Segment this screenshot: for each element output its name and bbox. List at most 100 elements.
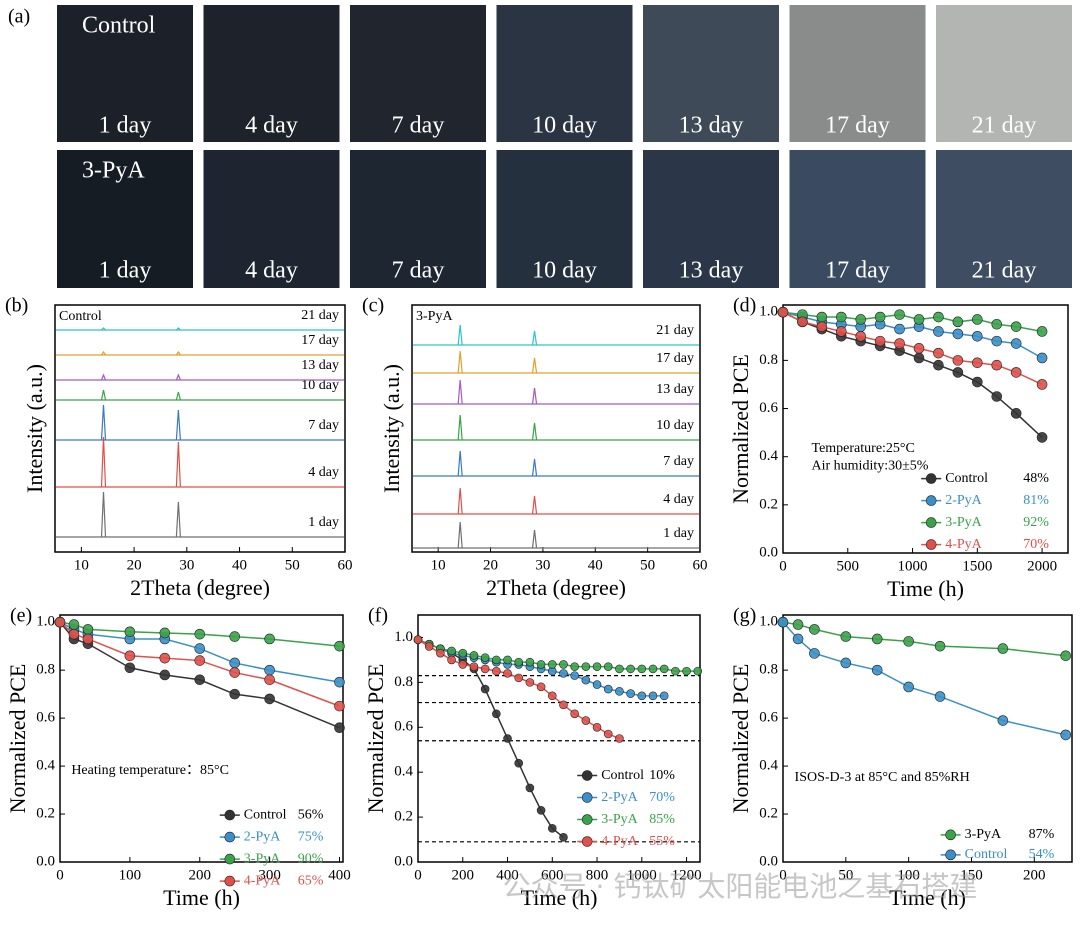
y-tick-label: 0.2 — [36, 805, 55, 821]
peak — [531, 495, 538, 515]
legend-name: 2-PyA — [945, 493, 982, 508]
peak — [531, 330, 538, 346]
legend-value: 56% — [298, 807, 324, 822]
data-point — [159, 669, 171, 681]
data-point — [1060, 729, 1072, 741]
data-point — [514, 758, 524, 768]
data-point — [933, 347, 944, 359]
x-tick-label: 0 — [779, 867, 787, 883]
peak — [175, 391, 181, 401]
peak — [100, 436, 107, 488]
y-tick-label: 1.0 — [36, 614, 55, 630]
data-point — [592, 662, 602, 671]
peak — [101, 350, 107, 356]
row-name: Control — [82, 13, 156, 39]
data-point — [809, 648, 820, 659]
tile-label: 1 day — [99, 113, 152, 139]
y-axis-label: Normalized PCE — [363, 664, 388, 814]
x-tick-label: 0 — [56, 867, 64, 883]
data-point — [547, 824, 557, 833]
data-point — [1036, 379, 1048, 390]
data-point — [659, 691, 669, 701]
data-point — [894, 323, 905, 335]
data-point — [334, 640, 345, 652]
data-point — [615, 734, 624, 743]
trace-label: 17 day — [301, 333, 339, 348]
photo-tile — [936, 150, 1072, 288]
tile-label: 10 day — [532, 113, 597, 139]
data-point — [525, 678, 535, 687]
data-point — [503, 669, 512, 678]
data-point — [913, 314, 925, 325]
data-point — [648, 691, 658, 701]
annotation: Heating temperature：85°C — [71, 763, 229, 778]
peak — [531, 529, 538, 549]
data-point — [615, 687, 624, 696]
x-tick-label: 50 — [838, 867, 853, 883]
data-point — [469, 651, 479, 660]
peak — [457, 324, 463, 346]
data-point — [1010, 338, 1022, 349]
data-point — [871, 633, 883, 645]
data-point — [933, 359, 944, 371]
data-point — [933, 311, 944, 323]
legend-name: 4-PyA — [601, 834, 638, 849]
peak — [175, 441, 181, 488]
trace-label: 7 day — [308, 418, 339, 433]
data-point — [659, 664, 669, 674]
data-point — [469, 662, 479, 671]
data-point — [54, 616, 66, 628]
data-point — [480, 684, 490, 694]
peak — [175, 501, 181, 538]
panel-label: (a) — [8, 6, 30, 28]
x-tick-label: 30 — [535, 557, 550, 573]
y-tick-label: 0.0 — [759, 544, 778, 560]
data-point — [792, 633, 804, 645]
annotation: ISOS-D-3 at 85°C and 85%RH — [795, 770, 970, 785]
x-tick-label: 10 — [74, 557, 89, 573]
tile-label: 1 day — [99, 258, 152, 284]
y-tick-label: 0.0 — [36, 853, 55, 869]
y-tick-label: 0.6 — [759, 400, 778, 416]
x-axis-label: Time (h) — [521, 885, 598, 910]
data-point — [492, 655, 501, 665]
x-tick-label: 200 — [1023, 867, 1046, 883]
data-point — [570, 671, 579, 680]
legend-value: 85% — [649, 812, 675, 827]
data-point — [229, 657, 240, 669]
data-point — [480, 653, 490, 662]
data-point — [840, 631, 852, 642]
data-point — [637, 691, 647, 701]
panel-label: (b) — [5, 295, 28, 317]
data-point — [934, 640, 946, 652]
data-point — [458, 660, 468, 669]
legend-marker — [224, 875, 236, 887]
plot-frame — [782, 614, 1073, 863]
legend-marker — [581, 770, 593, 781]
data-point — [264, 664, 275, 676]
data-point — [264, 674, 275, 686]
data-point — [933, 326, 944, 337]
series-line — [782, 621, 1066, 736]
data-point — [559, 700, 568, 710]
x-tick-label: 400 — [328, 867, 351, 883]
peak — [531, 357, 538, 374]
y-tick-label: 0.4 — [759, 758, 778, 774]
plot-frame — [417, 614, 701, 863]
data-point — [952, 367, 964, 378]
peak — [457, 379, 463, 405]
peak — [457, 521, 463, 549]
data-point — [458, 648, 468, 658]
data-point — [777, 616, 789, 628]
y-tick-label: 0.8 — [759, 352, 778, 368]
data-point — [334, 722, 345, 734]
peak — [175, 373, 181, 381]
y-tick-label: 0.4 — [759, 448, 778, 464]
trace-label: 1 day — [663, 526, 694, 541]
x-tick-label: 200 — [189, 867, 212, 883]
x-tick-label: 20 — [483, 557, 498, 573]
legend-name: 4-PyA — [244, 873, 281, 888]
legend-value: 87% — [1029, 827, 1055, 842]
data-point — [952, 316, 964, 328]
